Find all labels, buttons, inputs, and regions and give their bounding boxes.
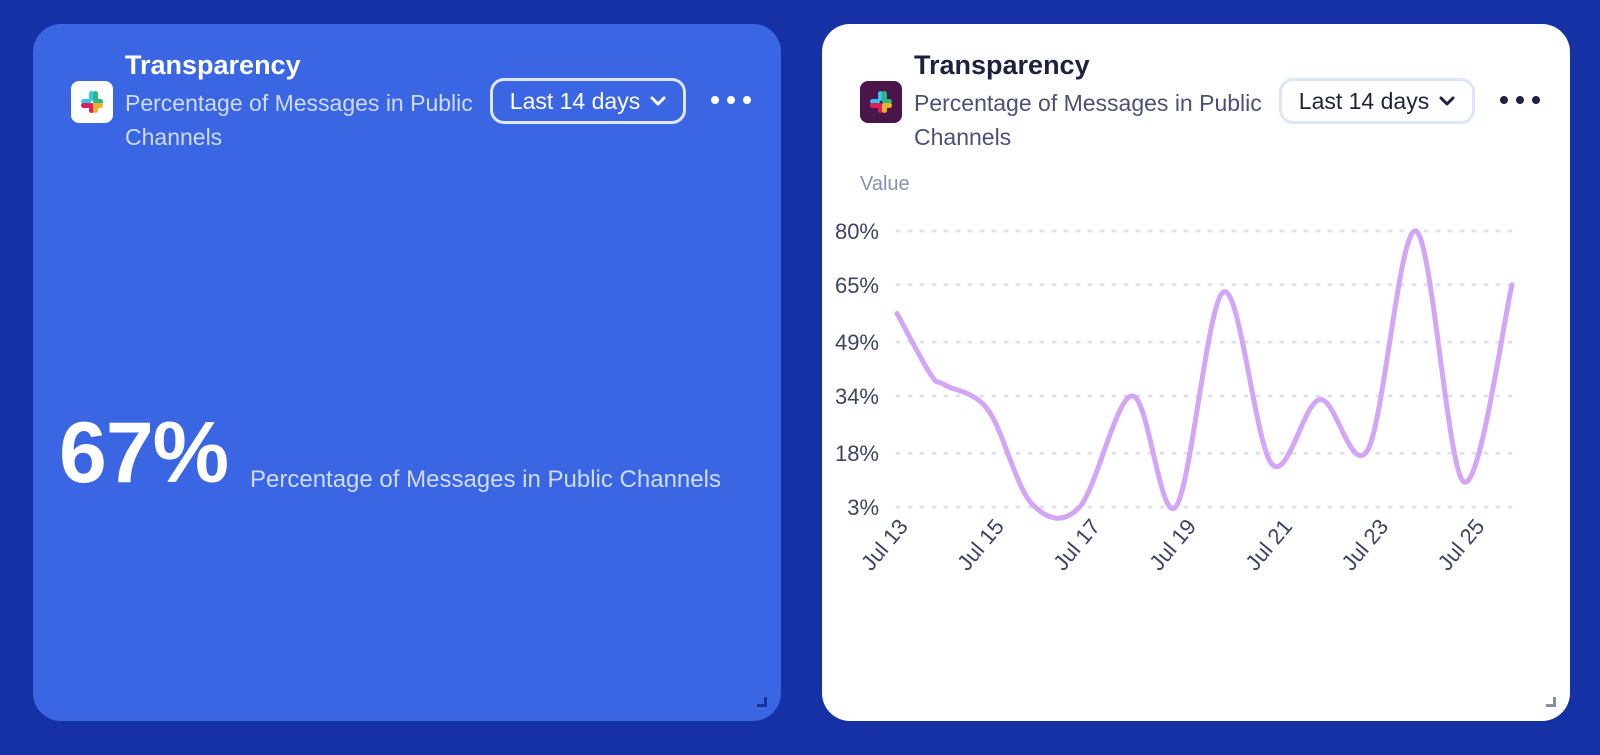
date-range-dropdown[interactable]: Last 14 days [490,78,686,124]
y-tick-label: 49% [835,330,879,355]
y-tick-label: 3% [847,495,879,520]
metric-card-value: Transparency Percentage of Messages in P… [33,24,781,721]
y-tick-label: 80% [835,219,879,244]
more-options-icon[interactable] [1500,90,1540,110]
card-subtitle: Percentage of Messages in Public Channel… [914,90,1262,150]
chevron-down-icon [1439,96,1455,106]
x-tick-label: Jul 23 [1336,514,1393,575]
metric-value: 67% [59,405,229,501]
chevron-down-icon [650,96,666,106]
slack-logo-icon [71,81,113,123]
date-range-label: Last 14 days [509,87,641,114]
card-title: Transparency [125,50,301,80]
date-range-label: Last 14 days [1298,87,1430,114]
resize-handle-icon[interactable] [757,697,767,707]
metric-value-label: Percentage of Messages in Public Channel… [250,466,721,493]
x-tick-label: Jul 15 [952,514,1009,575]
card-title: Transparency [914,50,1090,80]
slack-logo-icon [860,81,902,123]
x-tick-label: Jul 19 [1144,514,1201,575]
date-range-dropdown[interactable]: Last 14 days [1279,78,1475,124]
y-tick-label: 18% [835,441,879,466]
y-axis-label: Value [860,173,910,195]
x-tick-label: Jul 25 [1432,514,1489,575]
metric-card-chart: Transparency Percentage of Messages in P… [822,24,1570,721]
y-tick-label: 65% [835,273,879,298]
x-tick-label: Jul 17 [1048,514,1105,575]
x-tick-label: Jul 13 [856,514,913,575]
line-chart: Value 80% 65% 49% 34% 18% 3% Jul 13 Jul 15 Jul … [835,173,1515,575]
x-tick-label: Jul 21 [1240,514,1297,575]
more-options-icon[interactable] [711,90,751,110]
card-subtitle: Percentage of Messages in Public Channel… [125,90,473,150]
resize-handle-icon[interactable] [1546,697,1556,707]
y-tick-label: 34% [835,384,879,409]
series-line [894,228,1515,521]
